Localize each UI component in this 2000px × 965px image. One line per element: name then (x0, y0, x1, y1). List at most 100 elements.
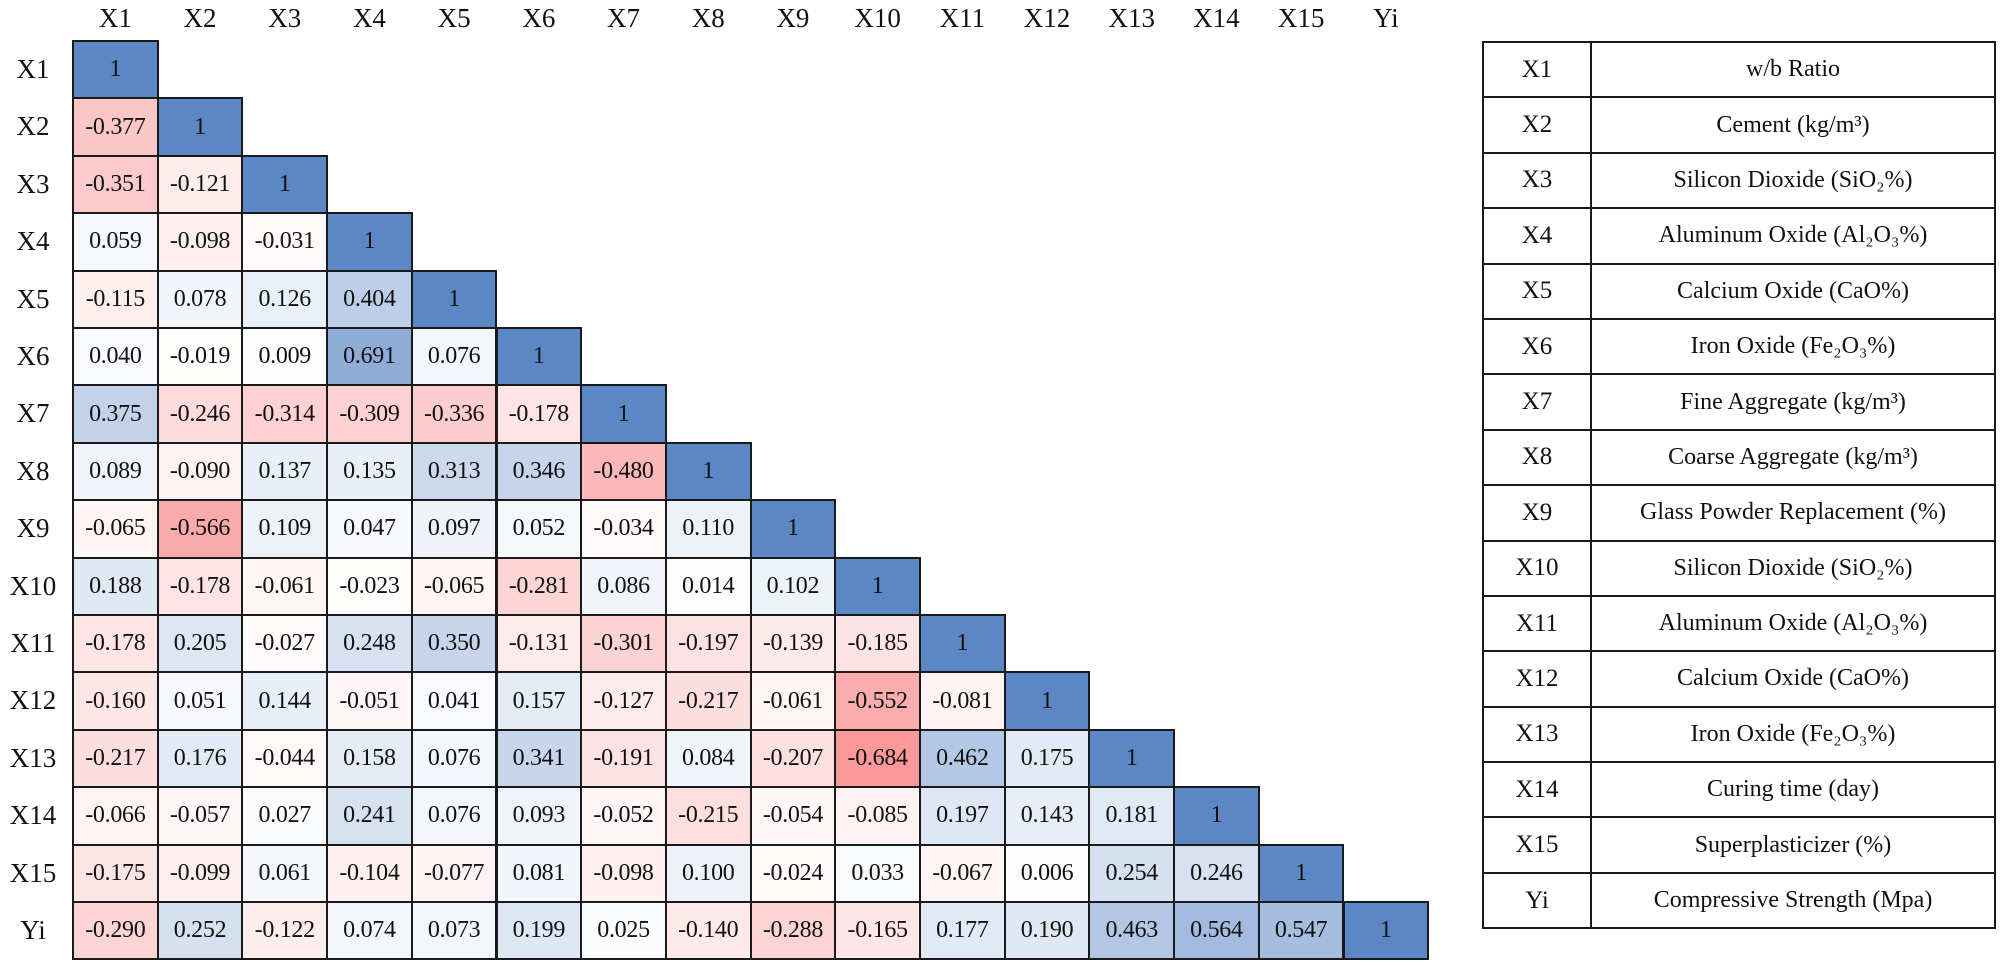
legend-row: X9 Glass Powder Replacement (%) (1482, 484, 1996, 542)
correlation-cell: 0.241 (326, 786, 413, 846)
correlation-cell: 0.040 (72, 327, 159, 387)
variable-code: X15 (1482, 816, 1592, 874)
correlation-cell: -0.085 (834, 786, 921, 846)
correlation-cell: 0.157 (495, 671, 583, 731)
diagonal-cell: 1 (1088, 728, 1176, 789)
correlation-cell: 0.076 (410, 327, 498, 387)
variable-code: X1 (1482, 40, 1592, 99)
correlation-cell: 0.076 (410, 728, 498, 789)
correlation-cell: -0.034 (580, 499, 667, 559)
correlation-cell: -0.165 (834, 901, 921, 961)
correlation-cell: -0.552 (834, 671, 921, 731)
correlation-cell: -0.127 (580, 671, 667, 731)
variable-code: X6 (1482, 317, 1592, 376)
diagonal-cell: 1 (834, 556, 921, 616)
correlation-cell: -0.065 (72, 499, 159, 559)
row-header: X7 (16, 398, 50, 429)
variable-description: Calcium Oxide (CaO%) (1590, 650, 1996, 708)
correlation-cell: 0.006 (1003, 843, 1091, 903)
column-header: X10 (854, 3, 901, 33)
column-header: X7 (607, 3, 641, 33)
correlation-cell: 0.199 (495, 901, 583, 961)
row-header: X5 (16, 283, 50, 314)
correlation-cell: -0.566 (156, 499, 244, 559)
column-header: X2 (183, 3, 217, 33)
correlation-cell: 0.097 (410, 499, 498, 559)
variable-description: Glass Powder Replacement (%) (1590, 484, 1996, 542)
correlation-cell: -0.024 (749, 843, 837, 903)
variable-code: X3 (1482, 151, 1592, 210)
diagonal-cell: 1 (410, 269, 498, 329)
correlation-cell: -0.160 (72, 671, 159, 731)
column-header: X13 (1108, 3, 1155, 33)
variable-description: Coarse Aggregate (kg/m³) (1590, 428, 1996, 487)
correlation-cell: 0.197 (919, 786, 1006, 846)
correlation-cell: 0.041 (410, 671, 498, 731)
legend-row: X14 Curing time (day) (1482, 761, 1996, 819)
correlation-cell: 0.190 (1003, 901, 1091, 961)
correlation-cell: 0.014 (664, 556, 752, 616)
variable-code: X9 (1482, 484, 1592, 542)
correlation-cell: -0.185 (834, 614, 921, 674)
legend-row: X12 Calcium Oxide (CaO%) (1482, 650, 1996, 708)
row-header: X9 (16, 513, 50, 544)
legend-row: X2 Cement (kg/m³) (1482, 96, 1996, 154)
column-header: X6 (522, 3, 556, 33)
diagonal-cell: 1 (1173, 786, 1260, 846)
correlation-cell: 0.463 (1088, 901, 1176, 961)
diagonal-cell: 1 (1342, 901, 1430, 961)
variable-description: Aluminum Oxide (Al₂O₃%) (1590, 594, 1996, 653)
correlation-cell: 0.059 (72, 212, 159, 272)
row-header: X6 (16, 341, 50, 371)
correlation-cell: -0.081 (919, 671, 1006, 731)
correlation-cell: 0.100 (664, 843, 752, 903)
correlation-cell: 0.135 (326, 441, 413, 502)
correlation-cell: -0.066 (72, 786, 159, 846)
column-header: X15 (1277, 3, 1325, 33)
legend-row: X11 Aluminum Oxide (Al₂O₃%) (1482, 594, 1996, 653)
correlation-cell: 0.073 (410, 901, 498, 961)
correlation-cell: 0.564 (1173, 901, 1260, 961)
diagonal-cell: 1 (495, 327, 583, 387)
column-header: X14 (1193, 3, 1240, 33)
correlation-cell: -0.122 (241, 901, 329, 961)
correlation-cell: 0.084 (664, 728, 752, 789)
correlation-cell: 0.188 (72, 556, 159, 616)
correlation-cell: 0.252 (156, 901, 244, 961)
correlation-cell: 0.078 (156, 269, 244, 329)
correlation-cell: 0.691 (326, 327, 413, 387)
row-header: Yi (20, 915, 46, 945)
diagonal-cell: 1 (1003, 671, 1091, 731)
variable-description: Cement (kg/m³) (1590, 96, 1996, 154)
correlation-cell: 0.081 (495, 843, 583, 903)
variable-code: X5 (1482, 262, 1592, 320)
correlation-cell: -0.061 (749, 671, 837, 731)
row-header: X11 (10, 628, 56, 658)
legend-row: Yi Compressive Strength (Mpa) (1482, 871, 1996, 930)
legend-row: X8 Coarse Aggregate (kg/m³) (1482, 428, 1996, 487)
column-header: X1 (98, 3, 132, 33)
correlation-cell: -0.139 (749, 614, 837, 674)
correlation-cell: -0.090 (156, 441, 244, 502)
variable-code: X7 (1482, 373, 1592, 431)
variable-legend-table: X1 w/b Ratio X2 Cement (kg/m³) X3 Silicon Dio… (1482, 40, 1996, 930)
column-header: X9 (776, 3, 810, 33)
correlation-cell: -0.178 (72, 614, 159, 674)
correlation-cell: -0.052 (580, 786, 667, 846)
correlation-cell: -0.054 (749, 786, 837, 846)
correlation-cell: 0.181 (1088, 786, 1176, 846)
correlation-cell: -0.023 (326, 556, 413, 616)
correlation-cell: -0.178 (156, 556, 244, 616)
correlation-cell: 0.254 (1088, 843, 1176, 903)
correlation-cell: -0.065 (410, 556, 498, 616)
variable-description: Superplasticizer (%) (1590, 816, 1996, 874)
correlation-cell: -0.098 (156, 212, 244, 272)
legend-row: X15 Superplasticizer (%) (1482, 816, 1996, 874)
variable-description: Silicon Dioxide (SiO₂%) (1590, 539, 1996, 597)
diagonal-cell: 1 (1257, 843, 1345, 903)
correlation-cell: 0.027 (241, 786, 329, 846)
correlation-cell: -0.309 (326, 384, 413, 444)
correlation-cell: -0.207 (749, 728, 837, 789)
row-header: X14 (9, 800, 57, 831)
correlation-cell: -0.281 (495, 556, 583, 616)
